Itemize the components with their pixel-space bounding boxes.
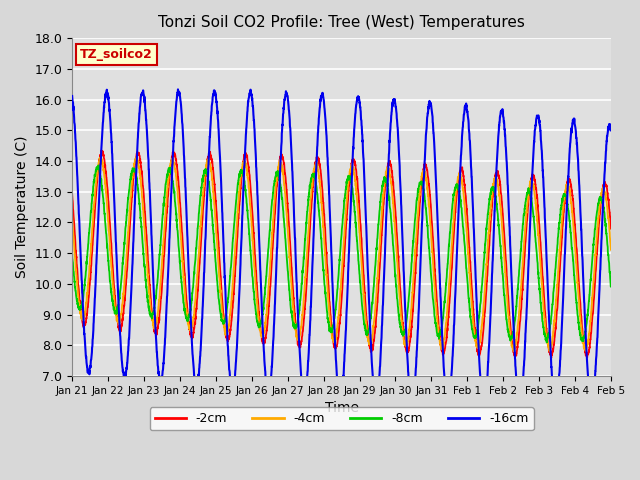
Y-axis label: Soil Temperature (C): Soil Temperature (C)	[15, 136, 29, 278]
Title: Tonzi Soil CO2 Profile: Tree (West) Temperatures: Tonzi Soil CO2 Profile: Tree (West) Temp…	[158, 15, 525, 30]
Text: TZ_soilco2: TZ_soilco2	[80, 48, 153, 61]
X-axis label: Time: Time	[324, 401, 358, 415]
Legend: -2cm, -4cm, -8cm, -16cm: -2cm, -4cm, -8cm, -16cm	[150, 408, 534, 431]
